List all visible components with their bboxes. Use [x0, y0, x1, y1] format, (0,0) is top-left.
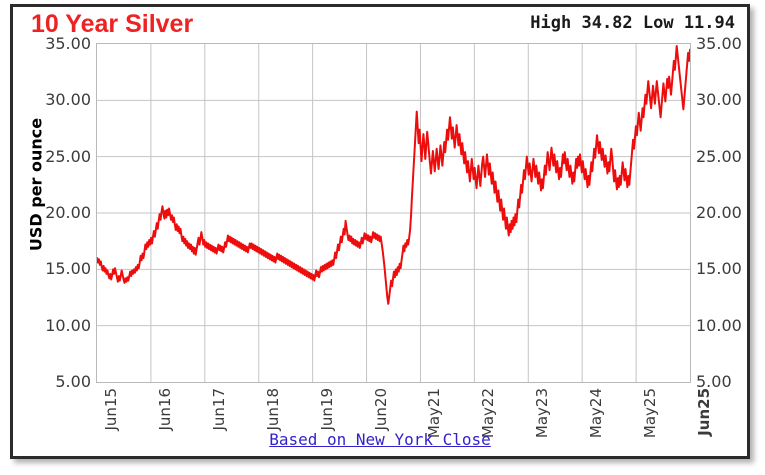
gridlines [97, 44, 690, 382]
x-tick-label: Jun19 [317, 388, 336, 431]
y-tick-label-left: 25.00 [45, 146, 91, 166]
x-tick-label: Jun16 [155, 388, 174, 431]
y-tick-label-right: 25.00 [696, 146, 742, 166]
y-tick-label-right: 5.00 [696, 372, 732, 391]
y-tick-label-right: 35.00 [696, 34, 742, 53]
y-tick-label-left: 15.00 [45, 259, 91, 279]
x-tick-label: Jun18 [263, 388, 282, 431]
y-tick-label-right: 15.00 [696, 259, 742, 279]
y-tick-label-left: 35.00 [45, 34, 91, 53]
x-tick-label: Jun25 [695, 388, 713, 436]
price-line-chart [97, 44, 690, 382]
y-tick-label-right: 10.00 [696, 315, 742, 335]
page-title: 10 Year Silver [31, 10, 194, 38]
silver-price-line [97, 46, 690, 304]
y-tick-label-left: 10.00 [45, 315, 91, 335]
x-tick-label: Jun15 [102, 388, 120, 431]
y-tick-label-right: 20.00 [696, 203, 742, 222]
x-tick-label: Jun20 [371, 388, 390, 431]
y-tick-label-left: 20.00 [45, 203, 91, 222]
source-link[interactable]: Based on New York Close [269, 430, 491, 449]
high-low-readout: High 34.82 Low 11.94 [530, 13, 735, 33]
x-tick-label: Jun17 [209, 388, 228, 431]
chart-frame: 10 Year Silver High 34.82 Low 11.94 USD … [10, 4, 750, 459]
y-axis-label: USD per ounce [26, 117, 46, 252]
y-tick-label-left: 5.00 [55, 372, 91, 391]
y-tick-label-right: 30.00 [696, 90, 742, 110]
y-tick-label-left: 30.00 [45, 90, 91, 110]
plot-area[interactable]: 5.00 10.00 15.00 20.00 25.00 30.00 35.00 5.00 1… [45, 36, 742, 439]
